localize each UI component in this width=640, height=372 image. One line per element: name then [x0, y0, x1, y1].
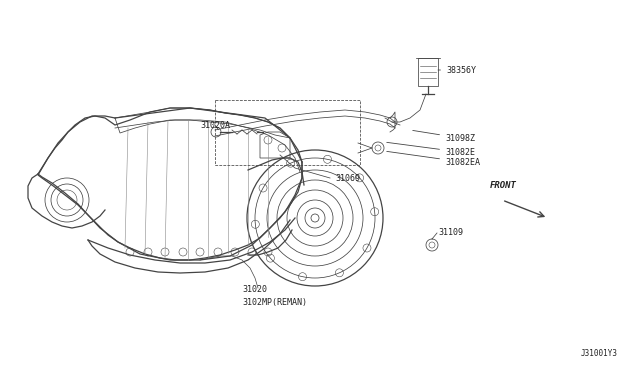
Text: 38356Y: 38356Y [438, 65, 476, 74]
Text: 31020A: 31020A [200, 121, 230, 130]
Text: 31069: 31069 [335, 173, 360, 183]
Text: J31001Y3: J31001Y3 [581, 349, 618, 358]
Text: FRONT: FRONT [490, 181, 517, 190]
Text: 31020: 31020 [242, 285, 267, 295]
Text: 31098Z: 31098Z [413, 131, 475, 142]
Text: 31082EA: 31082EA [387, 151, 480, 167]
Text: 31082E: 31082E [387, 142, 475, 157]
Text: 31109: 31109 [432, 228, 463, 239]
Text: 3102MP(REMAN): 3102MP(REMAN) [242, 298, 307, 307]
